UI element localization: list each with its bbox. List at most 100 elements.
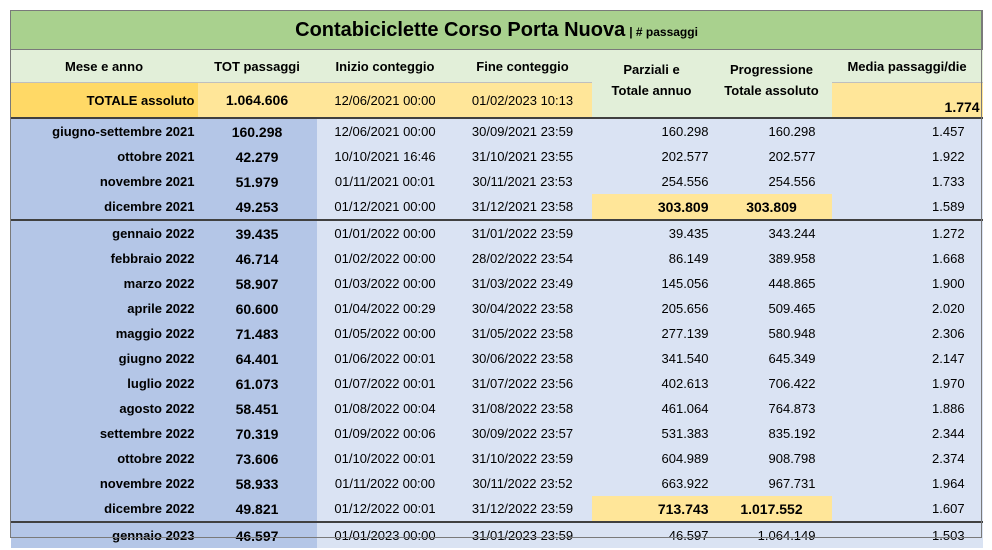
avg-cell: 1.900: [831, 271, 983, 296]
end-cell: 31/10/2021 23:55: [453, 144, 592, 169]
start-cell: 01/08/2022 00:04: [316, 396, 454, 421]
tot-cell: 73.606: [197, 446, 317, 471]
avg-cell: 2.147: [831, 346, 983, 371]
month-cell: dicembre 2022: [10, 496, 198, 522]
table-row: settembre 2022 70.319 01/09/2022 00:06 30/0…: [10, 421, 983, 446]
prog-cell: 202.577: [711, 144, 832, 169]
partial-cell: 341.540: [591, 346, 712, 371]
table-row: dicembre 2022 49.821 01/12/2022 00:01 31/12…: [10, 496, 983, 522]
month-cell: settembre 2022: [10, 421, 198, 446]
avg-cell: 1.668: [831, 246, 983, 271]
start-cell: 01/01/2023 00:00: [316, 521, 454, 548]
partial-cell: 303.809: [591, 194, 712, 220]
total-row: TOTALE assoluto 1.064.606 12/06/2021 00:…: [10, 82, 983, 118]
prog-cell: 835.192: [711, 421, 832, 446]
end-cell: 31/05/2022 23:58: [453, 321, 592, 346]
end-cell: 30/11/2022 23:52: [453, 471, 592, 496]
end-cell: 31/01/2022 23:59: [453, 219, 592, 246]
header-month: Mese e anno: [10, 49, 198, 83]
month-cell: gennaio 2023: [10, 521, 198, 548]
month-cell: dicembre 2021: [10, 194, 198, 220]
title-sub: | # passaggi: [629, 24, 698, 39]
partial-cell: 145.056: [591, 271, 712, 296]
total-label: TOTALE assoluto: [10, 82, 198, 118]
table-row: giugno-settembre 2021 160.298 12/06/2021 0…: [10, 117, 983, 144]
avg-cell: 2.020: [831, 296, 983, 321]
total-end: 01/02/2023 10:13: [453, 82, 592, 118]
header-prog-line1: Progressione: [729, 62, 814, 77]
start-cell: 12/06/2021 00:00: [316, 117, 454, 144]
end-cell: 31/08/2022 23:58: [453, 396, 592, 421]
start-cell: 10/10/2021 16:46: [316, 144, 454, 169]
month-cell: ottobre 2022: [10, 446, 198, 471]
spreadsheet: Contabiciclette Corso Porta Nuova | # pas…: [9, 10, 984, 548]
partial-cell: 402.613: [591, 371, 712, 396]
end-cell: 30/04/2022 23:58: [453, 296, 592, 321]
table-row: luglio 2022 61.073 01/07/2022 00:01 31/07/2…: [10, 371, 983, 396]
start-cell: 01/01/2022 00:00: [316, 219, 454, 246]
prog-cell: 764.873: [711, 396, 832, 421]
start-cell: 01/12/2021 00:00: [316, 194, 454, 220]
table-row: dicembre 2021 49.253 01/12/2021 00:00 31/12…: [10, 194, 983, 220]
partial-cell: 205.656: [591, 296, 712, 321]
month-cell: novembre 2022: [10, 471, 198, 496]
prog-cell: 389.958: [711, 246, 832, 271]
month-cell: marzo 2022: [10, 271, 198, 296]
header-end: Fine conteggio: [453, 49, 592, 83]
total-tot: 1.064.606: [197, 82, 317, 118]
prog-cell: 967.731: [711, 471, 832, 496]
end-cell: 30/06/2022 23:58: [453, 346, 592, 371]
table-row: ottobre 2022 73.606 01/10/2022 00:01 31/10/…: [10, 446, 983, 471]
start-cell: 01/07/2022 00:01: [316, 371, 454, 396]
avg-cell: 1.922: [831, 144, 983, 169]
header-prog: Progressione Totale assoluto: [711, 49, 832, 118]
month-cell: giugno 2022: [10, 346, 198, 371]
avg-cell: 2.374: [831, 446, 983, 471]
partial-cell: 160.298: [591, 117, 712, 144]
prog-cell: 580.948: [711, 321, 832, 346]
tot-cell: 49.253: [197, 194, 317, 220]
tot-cell: 51.979: [197, 169, 317, 194]
end-cell: 31/10/2022 23:59: [453, 446, 592, 471]
tot-cell: 64.401: [197, 346, 317, 371]
total-avg: 1.774: [831, 82, 983, 118]
month-cell: aprile 2022: [10, 296, 198, 321]
prog-cell: 254.556: [711, 169, 832, 194]
avg-cell: 1.457: [831, 117, 983, 144]
avg-cell: 1.272: [831, 219, 983, 246]
partial-cell: 461.064: [591, 396, 712, 421]
total-start: 12/06/2021 00:00: [316, 82, 454, 118]
end-cell: 31/12/2022 23:59: [453, 496, 592, 522]
prog-cell: 706.422: [711, 371, 832, 396]
start-cell: 01/11/2022 00:00: [316, 471, 454, 496]
table-row: novembre 2022 58.933 01/11/2022 00:00 30/11…: [10, 471, 983, 496]
month-cell: giugno-settembre 2021: [10, 117, 198, 144]
tot-cell: 58.907: [197, 271, 317, 296]
prog-cell: 448.865: [711, 271, 832, 296]
table-row: febbraio 2022 46.714 01/02/2022 00:00 28/02…: [10, 246, 983, 271]
prog-cell: 908.798: [711, 446, 832, 471]
header-avg: Media passaggi/die: [831, 49, 983, 83]
tot-cell: 70.319: [197, 421, 317, 446]
header-tot: TOT passaggi: [197, 49, 317, 83]
month-cell: maggio 2022: [10, 321, 198, 346]
avg-cell: 1.733: [831, 169, 983, 194]
start-cell: 01/11/2021 00:01: [316, 169, 454, 194]
tot-cell: 71.483: [197, 321, 317, 346]
tot-cell: 39.435: [197, 219, 317, 246]
table-row: maggio 2022 71.483 01/05/2022 00:00 31/05/2…: [10, 321, 983, 346]
start-cell: 01/10/2022 00:01: [316, 446, 454, 471]
end-cell: 31/12/2021 23:58: [453, 194, 592, 220]
avg-cell: 1.589: [831, 194, 983, 220]
avg-cell: 2.306: [831, 321, 983, 346]
tot-cell: 60.600: [197, 296, 317, 321]
partial-cell: 277.139: [591, 321, 712, 346]
title-row: Contabiciclette Corso Porta Nuova | # pas…: [9, 10, 984, 50]
header-start: Inizio conteggio: [316, 49, 454, 83]
header-prog-line2: Totale assoluto: [724, 83, 819, 98]
tot-cell: 46.597: [197, 521, 317, 548]
header-partial-line1: Parziali e: [623, 62, 680, 77]
month-cell: gennaio 2022: [10, 219, 198, 246]
end-cell: 28/02/2022 23:54: [453, 246, 592, 271]
month-cell: luglio 2022: [10, 371, 198, 396]
